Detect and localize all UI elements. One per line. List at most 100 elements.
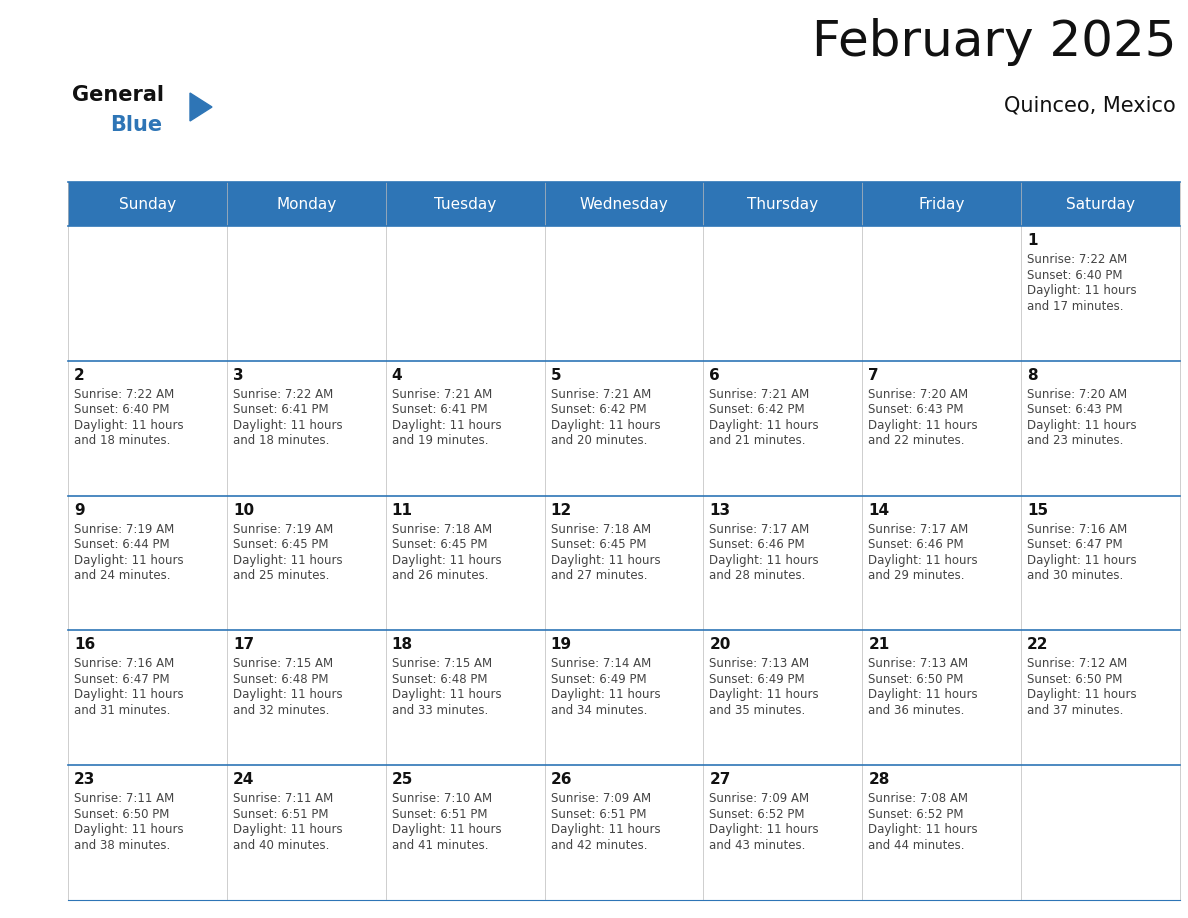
Text: Daylight: 11 hours: Daylight: 11 hours <box>868 823 978 836</box>
Text: Sunset: 6:41 PM: Sunset: 6:41 PM <box>392 403 487 416</box>
Text: 23: 23 <box>74 772 95 788</box>
Bar <box>862 182 1022 226</box>
Text: and 36 minutes.: and 36 minutes. <box>868 704 965 717</box>
Text: 24: 24 <box>233 772 254 788</box>
Text: and 17 minutes.: and 17 minutes. <box>1028 299 1124 312</box>
Text: Sunrise: 7:21 AM: Sunrise: 7:21 AM <box>392 387 492 401</box>
Text: Sunset: 6:43 PM: Sunset: 6:43 PM <box>868 403 963 416</box>
Text: Sunrise: 7:20 AM: Sunrise: 7:20 AM <box>1028 387 1127 401</box>
Text: Daylight: 11 hours: Daylight: 11 hours <box>709 688 819 701</box>
Text: Daylight: 11 hours: Daylight: 11 hours <box>1028 554 1137 566</box>
Text: and 28 minutes.: and 28 minutes. <box>709 569 805 582</box>
Text: and 22 minutes.: and 22 minutes. <box>868 434 965 447</box>
Text: 20: 20 <box>709 637 731 653</box>
Text: Sunrise: 7:22 AM: Sunrise: 7:22 AM <box>74 387 175 401</box>
Text: Daylight: 11 hours: Daylight: 11 hours <box>709 823 819 836</box>
Text: 26: 26 <box>550 772 573 788</box>
Text: Sunset: 6:51 PM: Sunset: 6:51 PM <box>392 808 487 821</box>
Text: Daylight: 11 hours: Daylight: 11 hours <box>868 419 978 431</box>
Text: Sunrise: 7:16 AM: Sunrise: 7:16 AM <box>1028 522 1127 535</box>
Text: and 33 minutes.: and 33 minutes. <box>392 704 488 717</box>
Text: General: General <box>72 85 164 105</box>
Bar <box>68 182 227 226</box>
Text: Sunrise: 7:08 AM: Sunrise: 7:08 AM <box>868 792 968 805</box>
Text: 16: 16 <box>74 637 95 653</box>
Text: 28: 28 <box>868 772 890 788</box>
Text: Daylight: 11 hours: Daylight: 11 hours <box>233 823 342 836</box>
Text: Sunset: 6:42 PM: Sunset: 6:42 PM <box>709 403 805 416</box>
Text: Wednesday: Wednesday <box>580 196 669 211</box>
Text: Sunrise: 7:19 AM: Sunrise: 7:19 AM <box>233 522 333 535</box>
Bar <box>68 766 1180 900</box>
Text: 18: 18 <box>392 637 413 653</box>
Text: and 40 minutes.: and 40 minutes. <box>233 839 329 852</box>
Bar <box>68 631 1180 766</box>
Text: Sunrise: 7:16 AM: Sunrise: 7:16 AM <box>74 657 175 670</box>
Text: Sunrise: 7:13 AM: Sunrise: 7:13 AM <box>868 657 968 670</box>
Text: Sunrise: 7:19 AM: Sunrise: 7:19 AM <box>74 522 175 535</box>
Text: 12: 12 <box>550 502 571 518</box>
Text: Saturday: Saturday <box>1066 196 1135 211</box>
Text: Sunset: 6:51 PM: Sunset: 6:51 PM <box>233 808 328 821</box>
Text: Daylight: 11 hours: Daylight: 11 hours <box>709 419 819 431</box>
Text: and 35 minutes.: and 35 minutes. <box>709 704 805 717</box>
Text: and 24 minutes.: and 24 minutes. <box>74 569 171 582</box>
Text: Sunset: 6:50 PM: Sunset: 6:50 PM <box>74 808 170 821</box>
Text: Daylight: 11 hours: Daylight: 11 hours <box>74 823 184 836</box>
Bar <box>68 361 1180 496</box>
Text: and 27 minutes.: and 27 minutes. <box>550 569 647 582</box>
Text: and 30 minutes.: and 30 minutes. <box>1028 569 1124 582</box>
Text: Daylight: 11 hours: Daylight: 11 hours <box>1028 284 1137 297</box>
Bar <box>227 182 386 226</box>
Text: and 26 minutes.: and 26 minutes. <box>392 569 488 582</box>
Text: 10: 10 <box>233 502 254 518</box>
Text: and 21 minutes.: and 21 minutes. <box>709 434 805 447</box>
Text: Sunset: 6:44 PM: Sunset: 6:44 PM <box>74 538 170 551</box>
Text: Daylight: 11 hours: Daylight: 11 hours <box>74 419 184 431</box>
Text: Daylight: 11 hours: Daylight: 11 hours <box>550 688 661 701</box>
Text: Sunrise: 7:21 AM: Sunrise: 7:21 AM <box>550 387 651 401</box>
Text: Daylight: 11 hours: Daylight: 11 hours <box>74 554 184 566</box>
Text: Sunset: 6:43 PM: Sunset: 6:43 PM <box>1028 403 1123 416</box>
Text: and 44 minutes.: and 44 minutes. <box>868 839 965 852</box>
Text: 11: 11 <box>392 502 412 518</box>
Bar <box>1022 182 1180 226</box>
Text: Daylight: 11 hours: Daylight: 11 hours <box>233 688 342 701</box>
Text: 15: 15 <box>1028 502 1048 518</box>
Text: 9: 9 <box>74 502 84 518</box>
Text: 13: 13 <box>709 502 731 518</box>
Text: 1: 1 <box>1028 233 1037 248</box>
Text: and 43 minutes.: and 43 minutes. <box>709 839 805 852</box>
Text: 14: 14 <box>868 502 890 518</box>
Text: Daylight: 11 hours: Daylight: 11 hours <box>868 554 978 566</box>
Text: Daylight: 11 hours: Daylight: 11 hours <box>74 688 184 701</box>
Text: 8: 8 <box>1028 368 1038 383</box>
Text: Daylight: 11 hours: Daylight: 11 hours <box>550 554 661 566</box>
Text: Sunset: 6:42 PM: Sunset: 6:42 PM <box>550 403 646 416</box>
Text: and 38 minutes.: and 38 minutes. <box>74 839 170 852</box>
Text: Thursday: Thursday <box>747 196 819 211</box>
Text: Sunset: 6:52 PM: Sunset: 6:52 PM <box>868 808 963 821</box>
Text: Daylight: 11 hours: Daylight: 11 hours <box>392 688 501 701</box>
Text: Sunset: 6:40 PM: Sunset: 6:40 PM <box>1028 268 1123 282</box>
Text: 25: 25 <box>392 772 413 788</box>
Text: Daylight: 11 hours: Daylight: 11 hours <box>550 823 661 836</box>
Text: Sunday: Sunday <box>119 196 176 211</box>
Text: 4: 4 <box>392 368 403 383</box>
Text: and 20 minutes.: and 20 minutes. <box>550 434 647 447</box>
Text: Sunrise: 7:13 AM: Sunrise: 7:13 AM <box>709 657 809 670</box>
Text: and 41 minutes.: and 41 minutes. <box>392 839 488 852</box>
Text: Sunrise: 7:15 AM: Sunrise: 7:15 AM <box>392 657 492 670</box>
Text: Sunset: 6:50 PM: Sunset: 6:50 PM <box>1028 673 1123 686</box>
Bar <box>544 182 703 226</box>
Text: and 31 minutes.: and 31 minutes. <box>74 704 170 717</box>
Text: Sunset: 6:41 PM: Sunset: 6:41 PM <box>233 403 329 416</box>
Text: Sunset: 6:48 PM: Sunset: 6:48 PM <box>392 673 487 686</box>
Text: Sunrise: 7:21 AM: Sunrise: 7:21 AM <box>709 387 810 401</box>
Text: Daylight: 11 hours: Daylight: 11 hours <box>1028 419 1137 431</box>
Text: Daylight: 11 hours: Daylight: 11 hours <box>233 554 342 566</box>
Text: February 2025: February 2025 <box>811 18 1176 66</box>
Text: Sunset: 6:52 PM: Sunset: 6:52 PM <box>709 808 805 821</box>
Text: 2: 2 <box>74 368 84 383</box>
Text: 19: 19 <box>550 637 571 653</box>
